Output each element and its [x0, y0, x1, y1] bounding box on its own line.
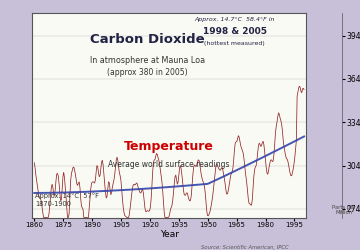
- X-axis label: Year: Year: [160, 230, 179, 239]
- Text: Parts per
Million: Parts per Million: [332, 205, 356, 216]
- Text: Temperature: Temperature: [124, 140, 214, 152]
- Text: Carbon Dioxide: Carbon Dioxide: [90, 33, 204, 46]
- Text: Approx. 14.7°C  58.4°F in: Approx. 14.7°C 58.4°F in: [195, 16, 275, 21]
- Text: Approx. 14°C  57°F
1870-1900: Approx. 14°C 57°F 1870-1900: [35, 192, 99, 207]
- Text: In atmosphere at Mauna Loa: In atmosphere at Mauna Loa: [90, 56, 205, 64]
- Text: 1998 & 2005: 1998 & 2005: [203, 27, 267, 36]
- Text: Average world surface readings: Average world surface readings: [108, 160, 230, 169]
- Text: (hottest measured): (hottest measured): [204, 41, 265, 46]
- Text: (approx 380 in 2005): (approx 380 in 2005): [107, 68, 188, 77]
- Text: Source: Scientific American, IPCC: Source: Scientific American, IPCC: [201, 245, 289, 250]
